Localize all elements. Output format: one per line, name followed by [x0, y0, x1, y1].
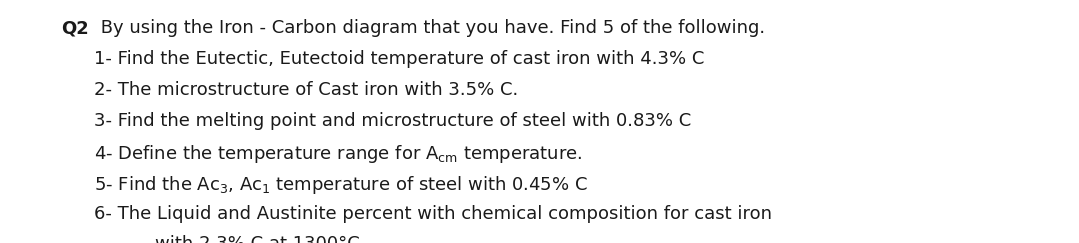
- Text: with 2.3% C at 1300°C: with 2.3% C at 1300°C: [132, 235, 359, 243]
- Text: 1- Find the Eutectic, Eutectoid temperature of cast iron with 4.3% C: 1- Find the Eutectic, Eutectoid temperat…: [94, 50, 705, 68]
- Text: 6- The Liquid and Austinite percent with chemical composition for cast iron: 6- The Liquid and Austinite percent with…: [94, 205, 771, 223]
- Text: 3- Find the melting point and microstructure of steel with 0.83% C: 3- Find the melting point and microstruc…: [94, 112, 692, 130]
- Text: 2- The microstructure of Cast iron with 3.5% C.: 2- The microstructure of Cast iron with …: [94, 81, 518, 99]
- Text: By using the Iron - Carbon diagram that you have. Find 5 of the following.: By using the Iron - Carbon diagram that …: [95, 19, 765, 37]
- Text: 4- Define the temperature range for A$_{\mathrm{cm}}$ temperature.: 4- Define the temperature range for A$_{…: [94, 143, 583, 165]
- Text: 5- Find the Ac$_3$, Ac$_1$ temperature of steel with 0.45% C: 5- Find the Ac$_3$, Ac$_1$ temperature o…: [94, 174, 588, 196]
- Text: Q2: Q2: [62, 19, 90, 37]
